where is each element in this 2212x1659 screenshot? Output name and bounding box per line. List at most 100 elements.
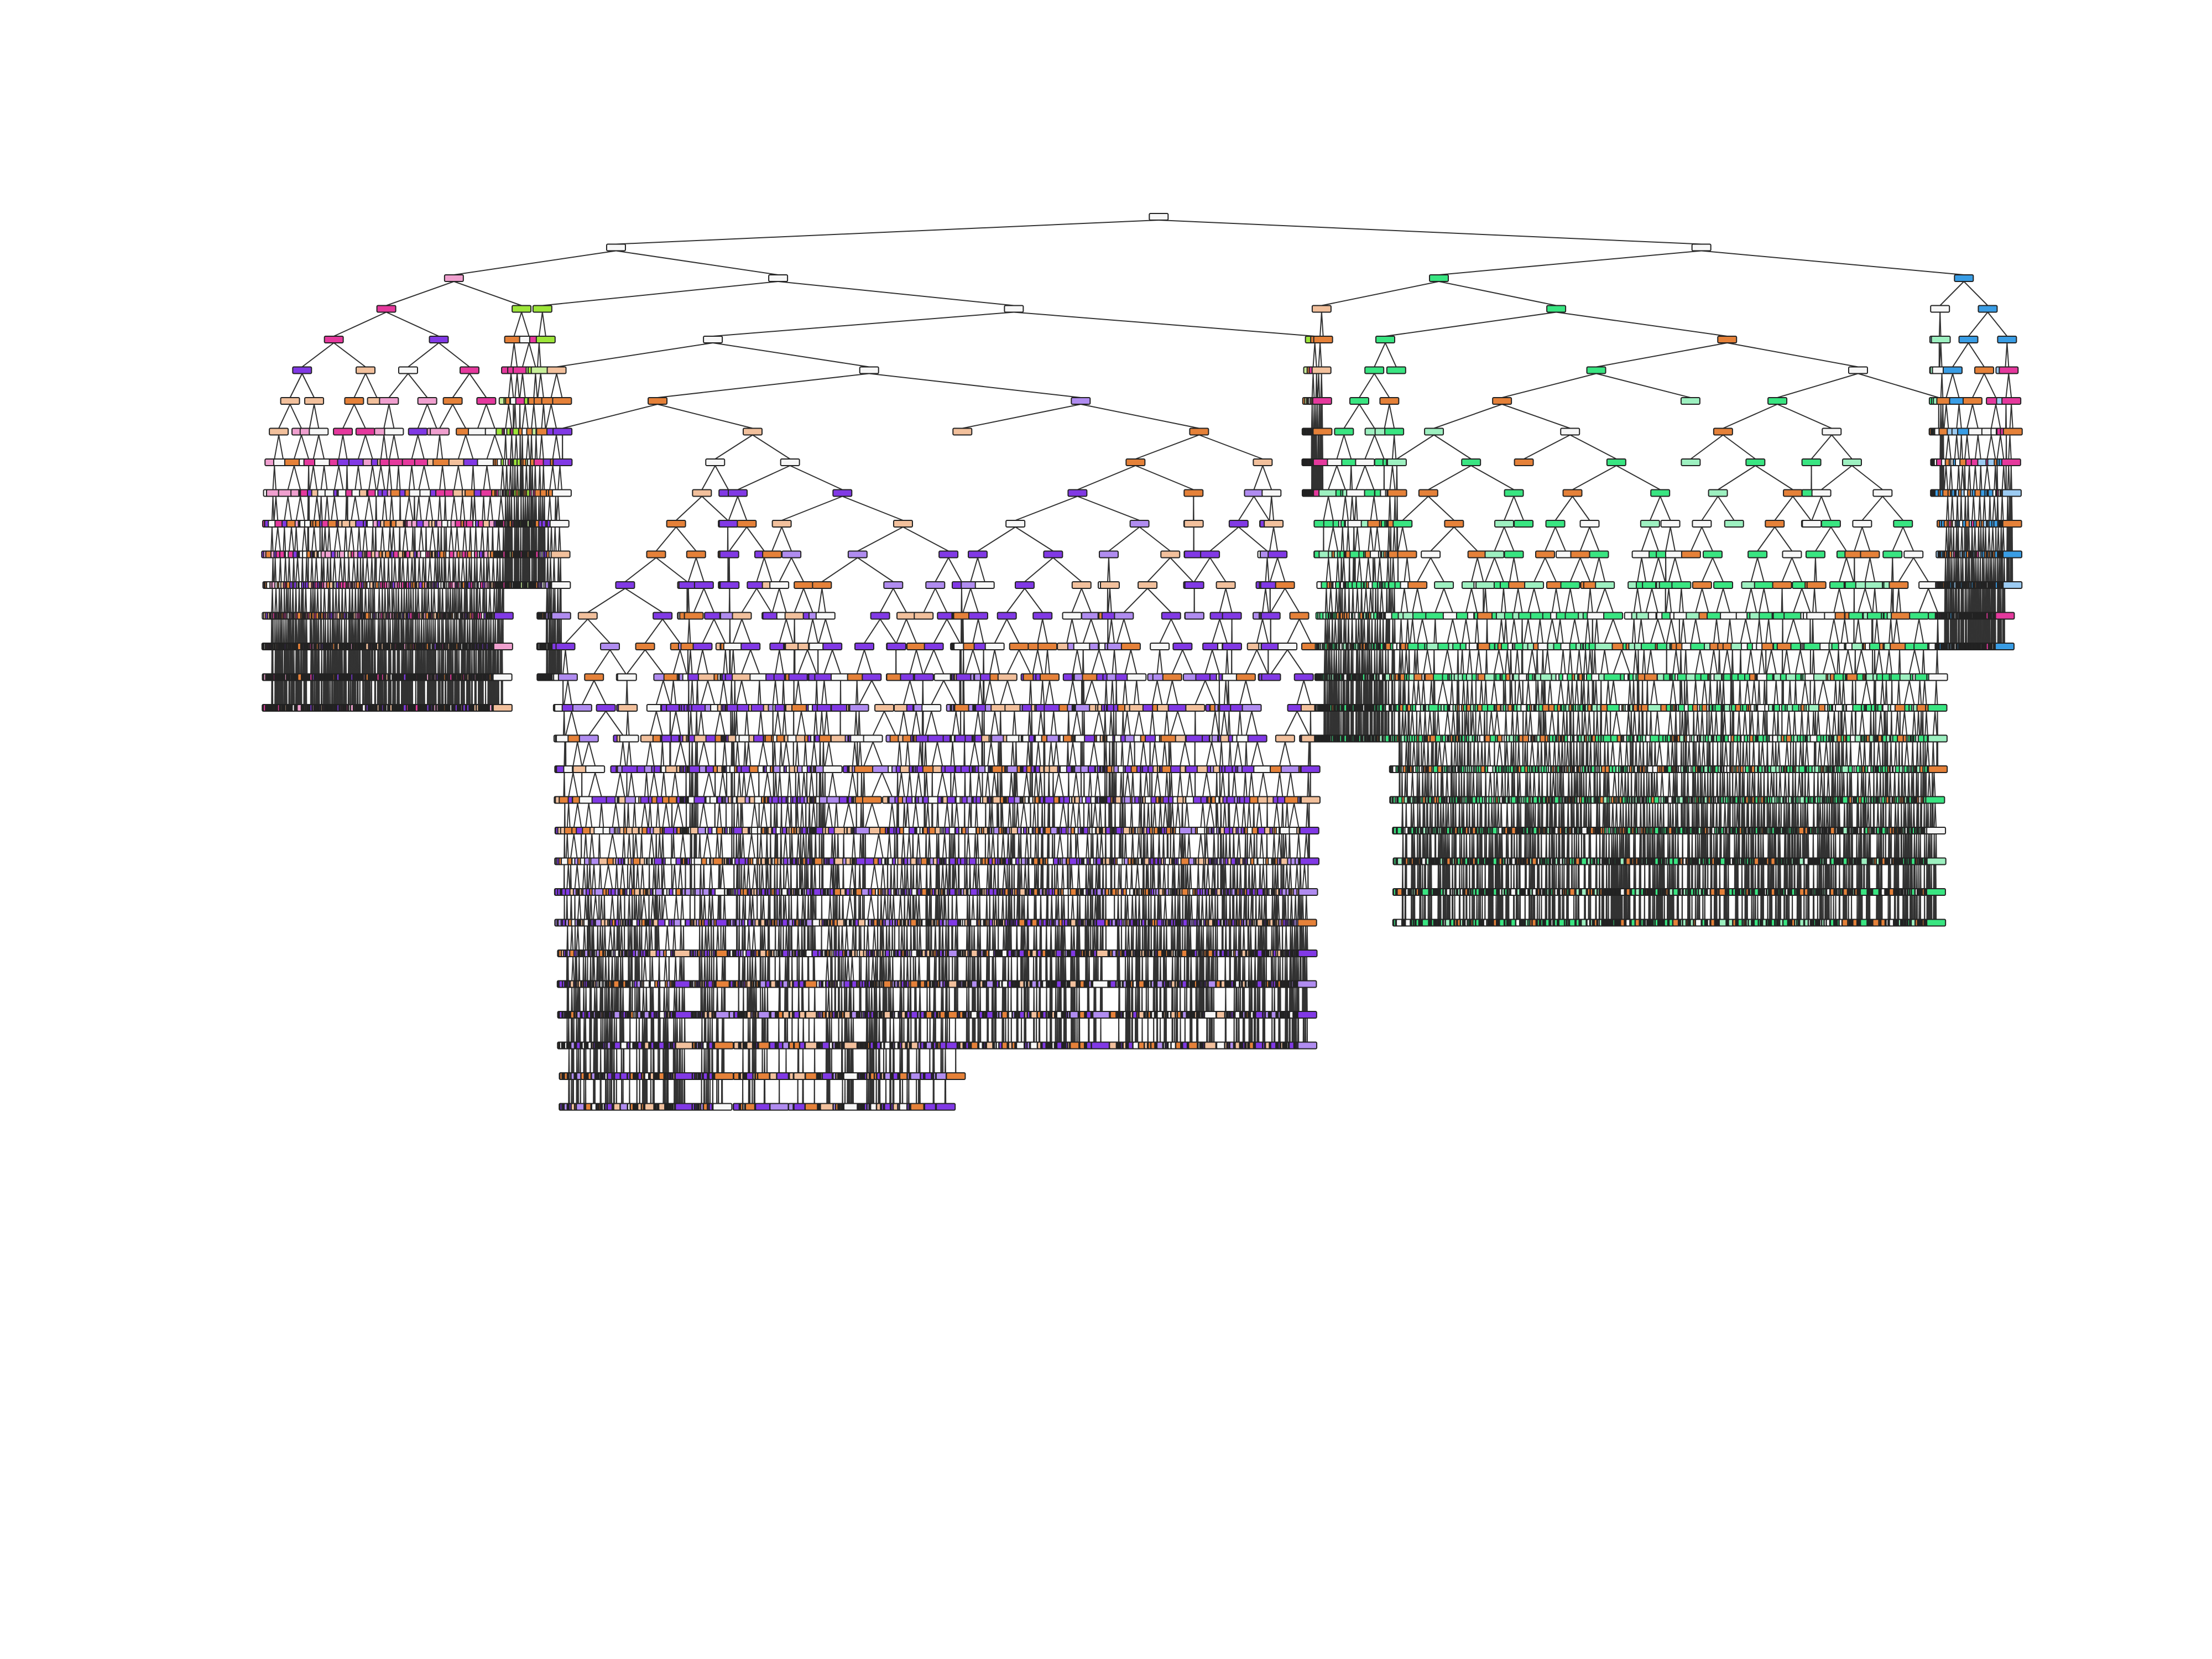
tree-edge — [486, 404, 494, 429]
tree-edge — [279, 435, 283, 460]
tree-edge — [505, 404, 508, 429]
tree-edge — [542, 281, 778, 306]
tree-edge — [696, 773, 697, 797]
tree-edge — [456, 588, 457, 613]
tree-edge — [414, 497, 415, 521]
tree-edge — [710, 1018, 711, 1042]
tree-edge — [650, 711, 656, 735]
tree-edge — [546, 404, 551, 429]
tree-edge — [453, 374, 469, 398]
tree-edge — [590, 988, 591, 1012]
tree-edge — [461, 588, 462, 613]
tree-edge — [473, 466, 474, 490]
tree-edge — [592, 834, 594, 858]
tree-edge — [661, 773, 664, 797]
tree-edge — [438, 527, 439, 551]
tree-edge — [729, 497, 738, 521]
tree-edge — [440, 404, 453, 429]
tree-edge — [620, 957, 621, 981]
tree-edge — [667, 1018, 668, 1042]
tree-edge — [437, 435, 440, 460]
tree-edge — [701, 711, 704, 735]
tree-edge — [381, 466, 385, 490]
tree-edge — [709, 988, 710, 1012]
tree-edge — [459, 558, 460, 582]
tree-edge — [579, 957, 580, 981]
tree-edge — [707, 957, 708, 981]
tree-edge — [623, 865, 625, 889]
tree-edge — [313, 588, 314, 613]
tree-edge — [557, 374, 562, 398]
tree-edge — [587, 865, 588, 889]
tree-edge — [577, 865, 580, 889]
tree-edge — [575, 865, 577, 889]
tree-edge — [335, 466, 339, 490]
tree-edge — [317, 588, 318, 613]
tree-edge — [408, 558, 409, 582]
tree-edge — [515, 374, 517, 398]
tree-edge — [672, 773, 675, 797]
tree-edge — [544, 466, 545, 490]
tree-edge — [658, 404, 753, 429]
tree-edge — [617, 865, 618, 889]
tree-edge — [319, 435, 324, 460]
tree-edge — [611, 1018, 612, 1042]
tree-edge — [389, 466, 392, 490]
tree-edge — [538, 374, 541, 398]
tree-edge — [651, 926, 653, 951]
tree-edge — [571, 895, 572, 920]
tree-edge — [335, 497, 338, 521]
tree-edge — [291, 527, 294, 551]
tree-edge — [382, 588, 383, 613]
tree-edge — [419, 558, 420, 582]
tree-edge — [701, 681, 708, 705]
tree-edge — [594, 650, 610, 674]
tree-edge — [539, 312, 542, 337]
tree-edge — [778, 281, 1014, 306]
tree-edge — [469, 619, 470, 644]
tree-edge — [520, 466, 521, 490]
tree-edge — [721, 865, 722, 889]
tree-edge — [293, 588, 294, 613]
tree-edge — [418, 435, 424, 460]
tree-edge — [409, 497, 413, 521]
tree-edge — [288, 466, 294, 490]
tree-edge — [704, 988, 705, 1012]
tree-edge — [609, 988, 610, 1012]
tree-edge — [359, 619, 360, 644]
tree-edge — [426, 497, 429, 521]
tree-edge — [294, 435, 301, 460]
tree-edge — [427, 619, 428, 644]
tree-edge — [525, 404, 528, 429]
tree-edge — [589, 773, 595, 797]
tree-edge — [719, 804, 722, 828]
tree-edge — [637, 988, 638, 1012]
tree-edge — [417, 619, 418, 644]
tree-edge — [379, 588, 380, 613]
tree-edge — [675, 742, 681, 766]
tree-edge — [408, 374, 427, 398]
tree-edge — [398, 588, 399, 613]
tree-edge — [346, 527, 347, 551]
tree-edge — [381, 435, 384, 460]
tree-edge — [354, 558, 356, 582]
tree-edge — [588, 619, 610, 644]
tree-edge — [275, 527, 278, 551]
tree-edge — [383, 497, 385, 521]
tree-edge — [646, 988, 647, 1012]
tree-edge — [589, 711, 606, 735]
tree-edge — [616, 773, 620, 797]
tree-edge — [535, 466, 536, 490]
tree-edge — [721, 834, 722, 858]
tree-edge — [574, 804, 578, 828]
tree-edge — [734, 773, 735, 797]
tree-edge — [666, 804, 670, 828]
tree-edge — [523, 404, 525, 429]
tree-edge — [659, 865, 660, 889]
tree-edge — [531, 435, 533, 460]
tree-edge — [555, 527, 556, 551]
tree-edge — [539, 497, 540, 521]
tree-edge — [446, 527, 447, 551]
tree-edge — [303, 588, 304, 613]
tree-edge — [442, 588, 443, 613]
